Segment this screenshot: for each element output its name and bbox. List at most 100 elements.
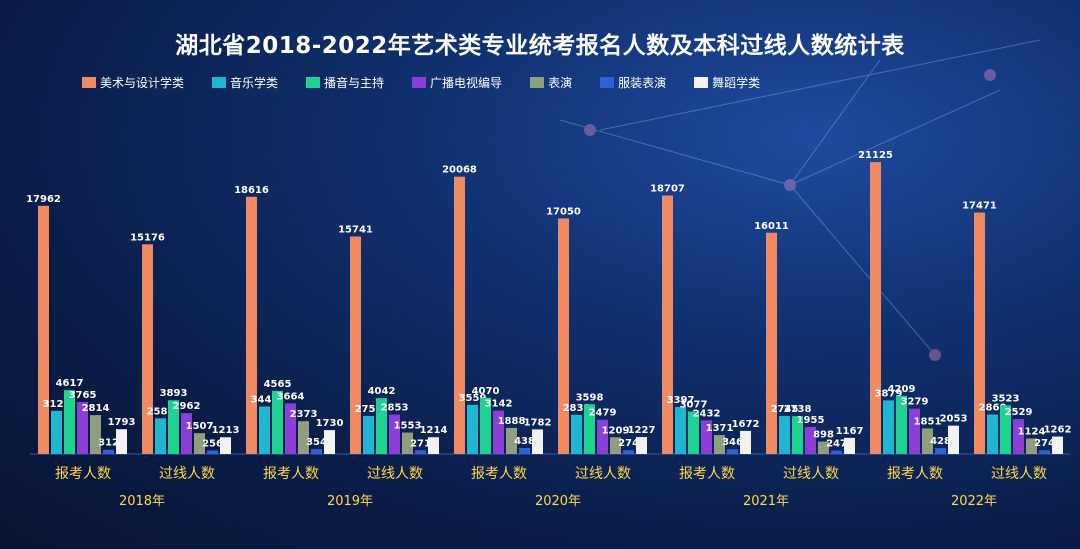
bar (701, 420, 712, 454)
decor-glow (984, 69, 996, 81)
data-label: 1672 (732, 419, 760, 430)
data-label: 18707 (650, 184, 685, 195)
data-label: 3125 (43, 399, 71, 410)
bar (285, 403, 296, 454)
category-label: 报考人数 (471, 466, 527, 482)
bar (662, 195, 673, 454)
legend-label: 音乐学类 (230, 75, 279, 90)
chart-legend: 美术与设计学类 音乐学类 播音与主持 广播电视编导 表演 服装表演 舞蹈学类 (82, 74, 788, 90)
legend-item: 播音与主持 (306, 74, 384, 91)
bar (350, 236, 361, 454)
data-label: 2738 (784, 404, 812, 415)
data-label: 4042 (368, 386, 396, 397)
data-label: 1167 (836, 426, 864, 437)
bar (38, 205, 49, 454)
legend-label: 表演 (548, 75, 573, 90)
data-label: 2479 (589, 408, 617, 419)
bar (623, 450, 634, 454)
data-label: 1851 (914, 416, 942, 427)
bar (324, 430, 335, 454)
data-label: 3664 (277, 391, 305, 402)
data-label: 1782 (524, 417, 552, 428)
data-label: 2582 (147, 406, 175, 417)
legend-swatch (306, 76, 321, 88)
bar (571, 414, 582, 454)
legend-label: 广播电视编导 (430, 75, 503, 90)
year-label: 2019年 (327, 494, 373, 509)
background-decoration (559, 39, 1041, 361)
legend-item: 广播电视编导 (412, 74, 502, 91)
bar (116, 429, 127, 454)
data-label: 274 (618, 438, 639, 449)
bar (870, 162, 881, 454)
bar (974, 212, 985, 454)
bar (51, 410, 62, 454)
bar (246, 196, 257, 454)
category-label: 过线人数 (575, 466, 631, 482)
bar (779, 416, 790, 454)
bar (558, 218, 569, 454)
data-label: 1730 (316, 418, 344, 429)
data-label: 1209 (602, 425, 630, 436)
bar (506, 427, 517, 454)
bar (467, 404, 478, 454)
bar (1052, 436, 1063, 454)
data-label: 3077 (680, 399, 708, 410)
decor-glow (584, 124, 596, 136)
data-label: 2745 (771, 404, 799, 415)
legend-item: 音乐学类 (212, 74, 278, 91)
data-label: 898 (813, 430, 834, 441)
data-label: 3442 (251, 394, 279, 405)
data-label: 428 (930, 436, 951, 447)
bar (831, 450, 842, 454)
bar (389, 414, 400, 454)
bar (90, 415, 101, 454)
data-label: 2053 (940, 414, 968, 425)
category-label: 过线人数 (991, 466, 1047, 482)
decor-line (789, 89, 1001, 186)
data-label: 4209 (888, 384, 916, 395)
bar (298, 421, 309, 454)
data-label: 20068 (442, 165, 477, 176)
data-label: 346 (722, 437, 743, 448)
legend-swatch (412, 76, 427, 88)
data-label: 15741 (338, 224, 373, 235)
legend-swatch (82, 76, 96, 88)
year-label: 2022年 (951, 494, 997, 509)
year-label: 2020年 (535, 494, 581, 509)
data-label: 1124 (1018, 426, 1046, 437)
bar (740, 430, 751, 454)
data-label: 1553 (394, 421, 422, 432)
bar (363, 415, 374, 454)
data-label: 1262 (1044, 425, 1072, 436)
bar (181, 413, 192, 454)
data-label: 4565 (264, 379, 292, 390)
legend-item: 表演 (530, 74, 572, 91)
data-label: 2962 (173, 401, 201, 412)
bar (1026, 438, 1037, 454)
bar (792, 416, 803, 454)
data-label: 1955 (797, 415, 825, 426)
legend-swatch (212, 76, 227, 88)
bar (597, 419, 608, 454)
legend-label: 服装表演 (618, 75, 667, 90)
bar (935, 448, 946, 454)
category-label: 报考人数 (679, 466, 735, 482)
bar (766, 232, 777, 454)
bar (1013, 419, 1024, 454)
bar (675, 407, 686, 454)
data-label: 1888 (498, 416, 526, 427)
bar (402, 432, 413, 454)
bar (454, 176, 465, 455)
decor-line (559, 119, 791, 186)
data-label: 3765 (69, 390, 97, 401)
data-label: 1227 (628, 425, 656, 436)
decor-line (599, 39, 1041, 131)
bar (168, 400, 179, 454)
bar (142, 244, 153, 454)
data-label: 438 (514, 436, 535, 447)
decor-line (789, 184, 936, 356)
data-label: 256 (202, 438, 223, 449)
data-label: 17962 (26, 194, 61, 205)
data-label: 3879 (875, 388, 903, 399)
